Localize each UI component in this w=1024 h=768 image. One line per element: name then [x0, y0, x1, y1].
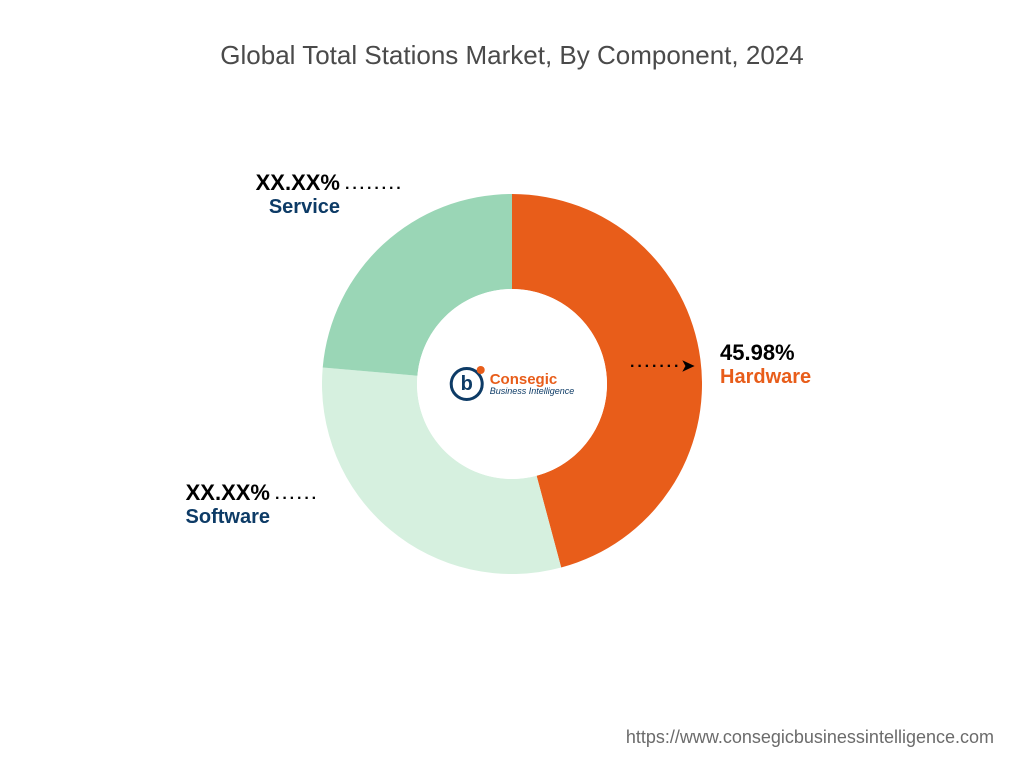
logo-tagline: Business Intelligence: [490, 387, 575, 396]
service-pct: XX.XX%: [200, 170, 340, 196]
leader-dots: ········: [345, 180, 404, 197]
software-pct: XX.XX%: [130, 480, 270, 506]
leader-hardware: ·······➤: [630, 356, 695, 376]
leader-dots: ······: [275, 490, 319, 507]
service-label: Service: [200, 196, 340, 219]
leader-service: ········: [345, 180, 404, 198]
hardware-label: Hardware: [720, 366, 811, 389]
callout-software: XX.XX% Software: [130, 480, 270, 529]
chart-container: Global Total Stations Market, By Compone…: [0, 0, 1024, 768]
callout-hardware: 45.98% Hardware: [720, 340, 811, 389]
callout-service: XX.XX% Service: [200, 170, 340, 219]
chart-title: Global Total Stations Market, By Compone…: [0, 40, 1024, 71]
donut-chart: b Consegic Business Intelligence: [322, 194, 702, 574]
logo-mark-icon: b: [450, 367, 484, 401]
leader-software: ······: [275, 490, 319, 508]
software-label: Software: [130, 506, 270, 529]
leader-dots: ·······: [630, 358, 681, 375]
hardware-pct: 45.98%: [720, 340, 811, 366]
footer-url: https://www.consegicbusinessintelligence…: [626, 727, 994, 748]
logo-name: Consegic: [490, 372, 575, 387]
center-logo: b Consegic Business Intelligence: [450, 367, 575, 401]
logo-letter: b: [461, 373, 473, 396]
arrow-icon: ➤: [681, 358, 694, 375]
